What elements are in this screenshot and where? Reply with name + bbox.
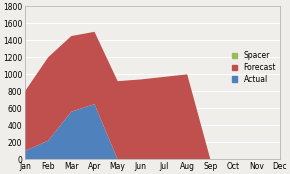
Legend: Spacer, Forecast, Actual: Spacer, Forecast, Actual <box>229 48 279 87</box>
